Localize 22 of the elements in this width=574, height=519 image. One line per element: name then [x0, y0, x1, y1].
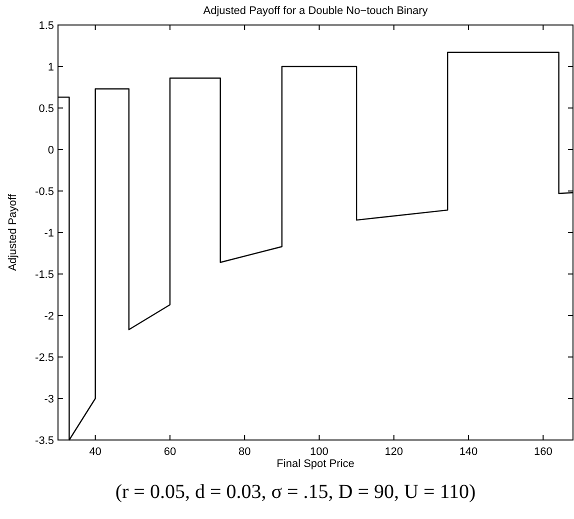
- y-tick-label: 1.5: [38, 20, 54, 32]
- y-tick-label: 1: [48, 62, 54, 74]
- y-tick-label: -2: [44, 310, 54, 322]
- x-tick-label: 140: [459, 446, 478, 458]
- x-tick-label: 60: [164, 446, 176, 458]
- y-tick-label: -3: [44, 394, 54, 406]
- y-tick-label: 0.5: [38, 103, 54, 115]
- y-tick-label: -3.5: [35, 435, 54, 447]
- y-axis-title: Adjusted Payoff: [7, 193, 19, 271]
- y-tick-label: -1: [44, 228, 54, 240]
- x-tick-label: 40: [89, 446, 102, 458]
- chart-title: Adjusted Payoff for a Double No−touch Binary: [203, 5, 428, 17]
- y-tick-label: -1.5: [35, 269, 54, 281]
- x-tick-label: 160: [534, 446, 552, 458]
- y-tick-label: -2.5: [35, 352, 54, 364]
- x-axis-title: Final Spot Price: [276, 458, 354, 470]
- y-tick-label: 0: [48, 144, 54, 156]
- text: (r = 0.05, d = 0.03, σ = .15, D = 90, U = 110): [115, 481, 476, 503]
- x-tick-label: 120: [384, 446, 404, 458]
- y-tick-label: -0.5: [35, 186, 54, 198]
- x-tick-label: 100: [310, 446, 328, 458]
- x-tick-label: 80: [238, 446, 251, 458]
